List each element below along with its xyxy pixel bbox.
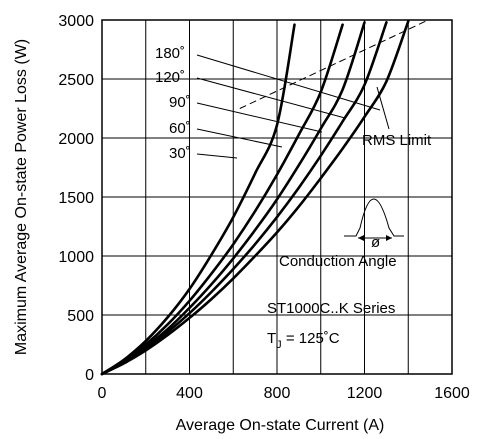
arrow-left-head [358, 235, 364, 241]
phi-label: ø [371, 234, 380, 251]
annotations: 180˚ 120˚ 90˚ 60˚ 30˚ RMS Limit ø Conduction An… [155, 20, 432, 351]
conduction-waveform [344, 198, 404, 237]
y-axis-label: Maximum Average On-state Power Loss (W) [13, 39, 30, 355]
x-tick-label: 1600 [434, 385, 470, 402]
angle-leader [196, 77, 346, 119]
angle-leader [196, 153, 238, 159]
rms-limit-label: RMS Limit [362, 132, 432, 149]
angle-label: 30˚ [169, 145, 191, 162]
grid [102, 20, 452, 374]
y-tick-label: 0 [85, 367, 94, 384]
series-name-label: ST1000C..K Series [267, 300, 395, 317]
y-tick-label: 2000 [58, 131, 94, 148]
rms-limit-leader [376, 86, 390, 130]
plot-frame [101, 19, 453, 375]
y-tick-label: 1000 [58, 249, 94, 266]
y-tick-label: 500 [67, 308, 94, 325]
y-tick-label: 1500 [58, 190, 94, 207]
conduction-angle-label: Conduction Angle [279, 253, 397, 270]
y-tick-label: 2500 [58, 72, 94, 89]
arrow-right-head [386, 235, 392, 241]
tick-labels: 0 400 800 1200 1600 0 500 1000 1500 2000 2500 3000 [58, 13, 469, 402]
curves [100, 19, 410, 376]
curve-30deg [100, 19, 410, 376]
curve-90deg [100, 21, 366, 376]
angle-label: 60˚ [169, 120, 191, 137]
angle-leader [196, 102, 323, 133]
angle-label: 180˚ [155, 45, 185, 62]
angle-leader [196, 128, 283, 148]
rms-limit-line [239, 20, 426, 109]
x-tick-label: 800 [264, 385, 291, 402]
angle-label: 90˚ [169, 94, 191, 111]
curve-60deg [100, 21, 388, 376]
x-tick-label: 1200 [347, 385, 383, 402]
curve-180deg [100, 23, 296, 376]
angle-leader [196, 54, 381, 111]
curve-120deg [100, 23, 344, 376]
y-tick-label: 3000 [58, 13, 94, 30]
tj-label: TJ = 125˚C [267, 330, 340, 351]
x-tick-label: 400 [176, 385, 203, 402]
x-axis-label: Average On-state Current (A) [176, 417, 385, 434]
angle-label: 120˚ [155, 69, 185, 86]
x-tick-label: 0 [98, 385, 107, 402]
